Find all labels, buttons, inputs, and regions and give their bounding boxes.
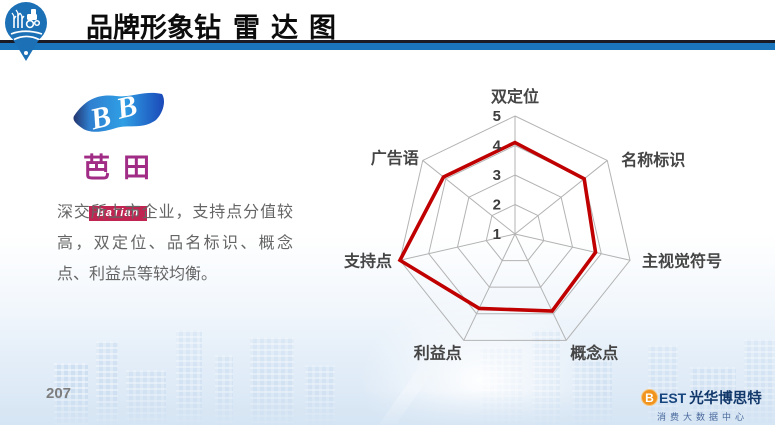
best-est-text: EST <box>659 389 687 406</box>
radar-axis-line <box>514 233 631 261</box>
radar-axis-line <box>514 233 567 341</box>
radar-axis-line <box>422 160 516 235</box>
best-company-name: 光华博思特 <box>689 391 762 407</box>
batian-en-wordmark: BaTian <box>88 206 148 221</box>
best-subtitle: 消费大数据中心 <box>657 412 749 422</box>
batian-bb-mark-icon: B B <box>73 89 164 137</box>
header-dark-rule <box>0 40 775 43</box>
radar-tick-label: 5 <box>493 108 501 125</box>
radar-axis-label: 名称标识 <box>621 150 685 169</box>
radar-axis-label: 双定位 <box>491 87 539 106</box>
radar-tick-label: 1 <box>493 226 501 243</box>
radar-series-polygon <box>397 140 598 313</box>
best-b-circle-icon: B <box>641 389 658 406</box>
radar-grid-ring <box>456 174 574 288</box>
radar-axis-line <box>514 160 608 235</box>
radar-axis-line <box>463 233 516 341</box>
header-blue-bar <box>0 43 775 50</box>
best-footer-logo: B EST 光华博思特 消费大数据中心 <box>641 387 769 423</box>
page-title-part2: 雷达图 <box>233 13 347 43</box>
batian-cn-wordmark: 芭田 <box>83 153 163 183</box>
radar-axis-label: 主视觉符号 <box>642 251 722 270</box>
farm-pin-logo-icon <box>5 2 47 61</box>
slide-header: 品牌形象钻 雷达图 <box>0 0 775 61</box>
radar-axis-label: 概念点 <box>570 343 618 362</box>
radar-grid-ring <box>485 203 545 262</box>
radar-tick-label: 2 <box>493 197 501 214</box>
radar-tick-label: 4 <box>493 138 502 155</box>
radar-axis-label: 支持点 <box>343 251 392 270</box>
radar-grid-ring <box>399 115 631 341</box>
batian-logo-block: B B 芭田 BaTian <box>58 86 178 221</box>
radar-axis-line <box>399 233 516 261</box>
radar-tick-label: 3 <box>493 167 501 184</box>
radar-axis-label: 利益点 <box>414 343 462 362</box>
page-title-part1: 品牌形象钻 <box>86 13 221 43</box>
city-skyline-watermark <box>0 295 775 425</box>
page-number: 207 <box>46 385 72 402</box>
radar-axis-label: 广告语 <box>371 148 419 167</box>
analysis-description: 深交所上市企业，支持点分值较高，双定位、品名标识、概念点、利益点等较均衡。 <box>57 204 293 284</box>
page-title: 品牌形象钻 雷达图 <box>86 6 347 45</box>
